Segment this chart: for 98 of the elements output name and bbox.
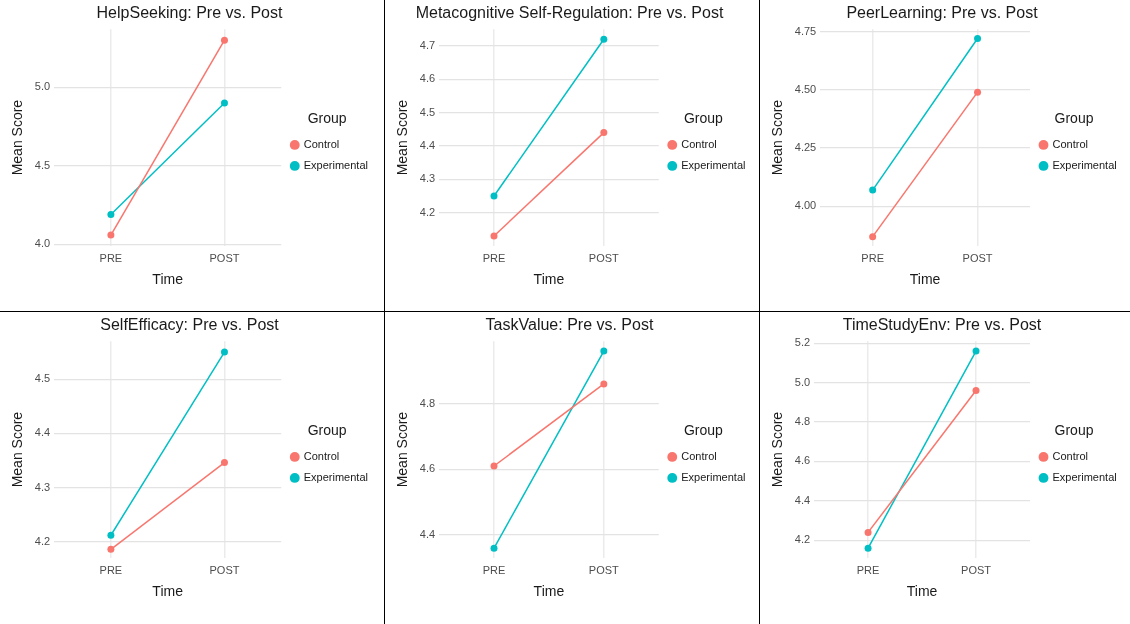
point <box>490 462 498 470</box>
x-axis-title: Time <box>152 271 184 288</box>
legend-label: Control <box>681 138 717 151</box>
y-tick-label: 4.7 <box>420 39 436 52</box>
point <box>864 529 872 537</box>
point <box>869 186 877 194</box>
point <box>221 459 229 467</box>
y-tick-label: 4.3 <box>420 172 436 185</box>
x-tick-label: PRE <box>482 563 506 576</box>
y-tick-label: 4.2 <box>795 533 811 546</box>
point <box>600 35 608 43</box>
point <box>490 544 498 552</box>
chart-title: Metacognitive Self-Regulation: Pre vs. Post <box>415 4 725 22</box>
chart-title: PeerLearning: Pre vs. Post <box>846 4 1039 22</box>
x-axis-title: Time <box>907 583 938 600</box>
point <box>864 544 872 552</box>
y-tick-label: 4.50 <box>795 83 817 96</box>
legend-title: Group <box>1054 110 1094 127</box>
legend-label: Experimental <box>304 159 369 172</box>
chart-title: TaskValue: Pre vs. Post <box>485 316 655 334</box>
y-tick-label: 4.5 <box>420 105 436 118</box>
chart-title: HelpSeeking: Pre vs. Post <box>96 4 284 22</box>
x-axis-title: Time <box>533 583 565 600</box>
point <box>490 192 498 200</box>
point <box>974 35 982 43</box>
x-tick-label: PRE <box>857 563 880 576</box>
legend-label: Experimental <box>304 471 369 484</box>
y-tick-label: 4.8 <box>795 415 811 428</box>
point <box>869 233 877 241</box>
point <box>221 36 229 44</box>
y-tick-label: 4.6 <box>795 454 811 467</box>
y-axis-title: Mean Score <box>9 99 26 176</box>
y-tick-label: 4.3 <box>35 480 51 493</box>
y-axis-title: Mean Score <box>9 411 26 488</box>
y-axis-title: Mean Score <box>394 411 411 488</box>
x-axis-title: Time <box>910 271 941 288</box>
x-tick-label: POST <box>589 251 620 264</box>
point <box>107 211 115 219</box>
point <box>107 231 115 239</box>
legend-label: Control <box>1052 138 1089 151</box>
point <box>490 232 498 240</box>
legend-label: Control <box>1052 450 1089 463</box>
y-tick-label: 4.5 <box>35 159 51 172</box>
x-tick-label: POST <box>209 563 240 576</box>
legend-title: Group <box>684 110 724 127</box>
y-axis-title: Mean Score <box>769 411 786 488</box>
y-tick-label: 4.6 <box>420 72 436 85</box>
x-tick-label: PRE <box>99 563 123 576</box>
legend-label: Experimental <box>1052 159 1117 172</box>
point <box>221 348 229 356</box>
x-tick-label: POST <box>209 251 240 264</box>
x-axis-title: Time <box>533 271 565 288</box>
point <box>974 88 982 96</box>
legend-title: Group <box>1054 422 1094 439</box>
y-tick-label: 4.0 <box>35 237 51 250</box>
x-axis-title: Time <box>152 583 184 600</box>
point <box>107 531 115 539</box>
legend-label: Experimental <box>1052 471 1117 484</box>
x-tick-label: POST <box>589 563 620 576</box>
point <box>107 546 115 554</box>
y-tick-label: 5.2 <box>795 336 811 349</box>
y-tick-label: 4.4 <box>35 426 51 439</box>
y-tick-label: 4.4 <box>420 139 436 152</box>
x-tick-label: PRE <box>482 251 506 264</box>
y-tick-label: 4.75 <box>795 24 817 37</box>
y-tick-label: 4.4 <box>795 494 811 507</box>
y-tick-label: 5.0 <box>35 80 51 93</box>
legend-title: Group <box>307 110 348 127</box>
y-tick-label: 5.0 <box>795 375 811 388</box>
legend-label: Experimental <box>681 471 746 484</box>
y-tick-label: 4.00 <box>795 199 817 212</box>
y-tick-label: 4.2 <box>420 205 436 218</box>
y-tick-label: 4.6 <box>420 462 436 475</box>
y-axis-title: Mean Score <box>769 99 786 176</box>
legend-title: Group <box>307 422 348 439</box>
y-tick-label: 4.4 <box>420 528 436 541</box>
y-tick-label: 4.8 <box>420 396 436 409</box>
legend-label: Control <box>681 450 717 463</box>
legend-title: Group <box>684 422 724 439</box>
y-tick-label: 4.25 <box>795 141 817 154</box>
point <box>972 347 980 355</box>
legend-label: Control <box>304 450 340 463</box>
y-tick-label: 4.5 <box>35 372 51 385</box>
legend-label: Control <box>304 138 340 151</box>
chart-title: SelfEfficacy: Pre vs. Post <box>100 316 280 334</box>
y-axis-title: Mean Score <box>394 99 411 176</box>
point <box>600 347 608 355</box>
chart-title: TimeStudyEnv: Pre vs. Post <box>842 316 1043 334</box>
x-tick-label: PRE <box>99 251 123 264</box>
x-tick-label: POST <box>962 251 994 264</box>
point <box>600 129 608 137</box>
point <box>600 380 608 388</box>
point <box>221 99 229 107</box>
x-tick-label: PRE <box>861 251 885 264</box>
y-tick-label: 4.2 <box>35 535 51 548</box>
x-tick-label: POST <box>961 563 992 576</box>
point <box>972 387 980 395</box>
legend-label: Experimental <box>681 159 746 172</box>
